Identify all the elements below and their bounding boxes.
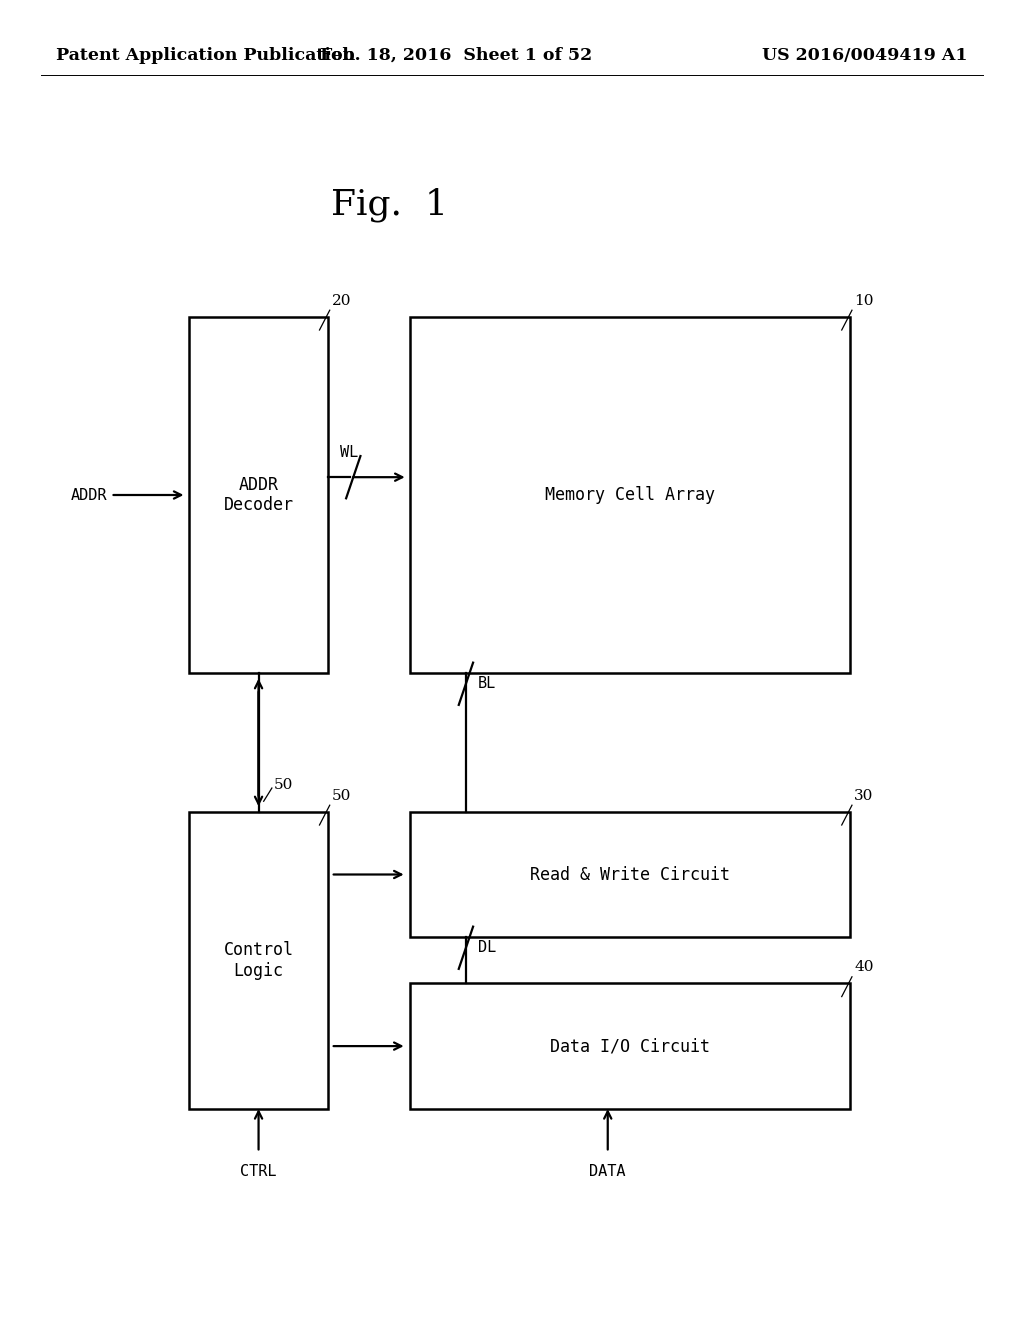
Text: Patent Application Publication: Patent Application Publication xyxy=(56,48,355,63)
Text: Control
Logic: Control Logic xyxy=(223,941,294,979)
Text: CTRL: CTRL xyxy=(241,1164,276,1179)
Text: DL: DL xyxy=(478,940,497,956)
Text: 30: 30 xyxy=(854,788,873,803)
Text: 50: 50 xyxy=(332,788,351,803)
Text: ADDR
Decoder: ADDR Decoder xyxy=(223,475,294,515)
Text: Feb. 18, 2016  Sheet 1 of 52: Feb. 18, 2016 Sheet 1 of 52 xyxy=(319,48,592,63)
Text: Memory Cell Array: Memory Cell Array xyxy=(545,486,715,504)
Text: Read & Write Circuit: Read & Write Circuit xyxy=(529,866,730,883)
Text: 10: 10 xyxy=(854,293,873,308)
Bar xyxy=(410,317,850,673)
Bar xyxy=(189,317,328,673)
Text: 50: 50 xyxy=(274,777,293,792)
Bar xyxy=(410,983,850,1109)
Bar xyxy=(410,812,850,937)
Text: DATA: DATA xyxy=(590,1164,626,1179)
Text: 20: 20 xyxy=(332,293,351,308)
Text: ADDR: ADDR xyxy=(71,487,108,503)
Text: Fig.  1: Fig. 1 xyxy=(331,187,447,222)
Text: US 2016/0049419 A1: US 2016/0049419 A1 xyxy=(762,48,968,63)
Bar xyxy=(189,812,328,1109)
Text: WL: WL xyxy=(340,445,358,459)
Text: Data I/O Circuit: Data I/O Circuit xyxy=(550,1038,710,1055)
Text: BL: BL xyxy=(478,676,497,692)
Text: 40: 40 xyxy=(854,960,873,974)
